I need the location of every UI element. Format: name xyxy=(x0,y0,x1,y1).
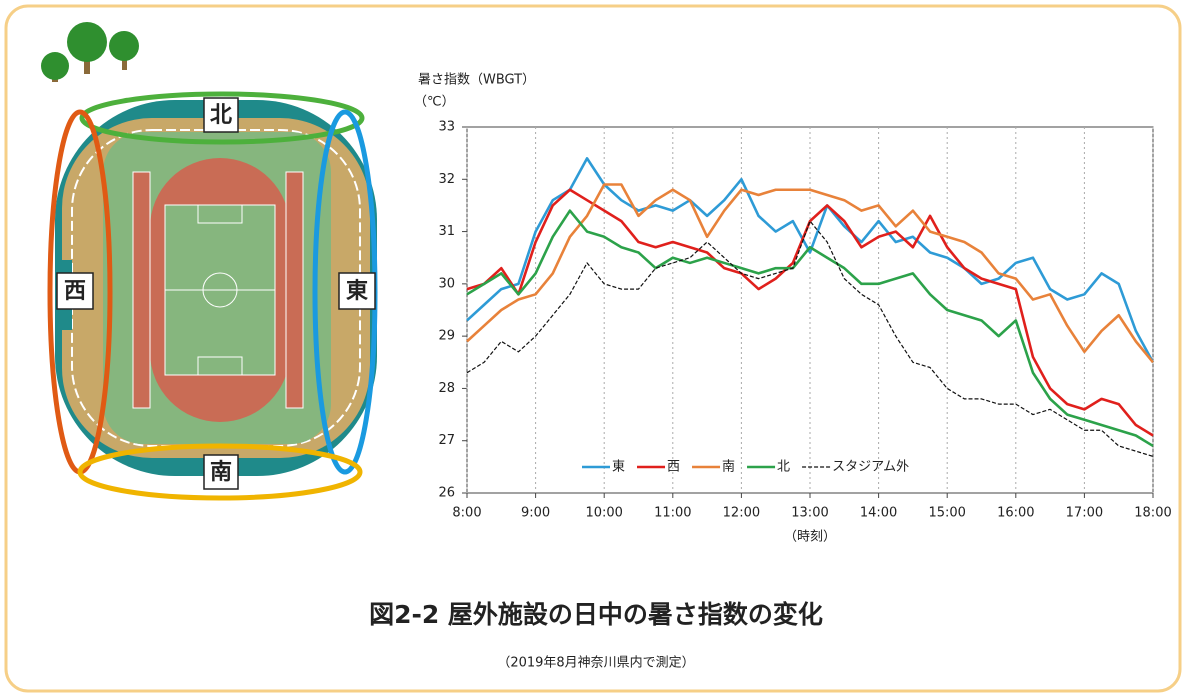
x-tick-label: 10:00 xyxy=(585,506,622,521)
x-tick-label: 14:00 xyxy=(860,506,897,521)
y-axis-unit: （℃） xyxy=(414,95,455,110)
x-tick-label: 13:00 xyxy=(791,506,828,521)
legend-label: スタジアム外 xyxy=(832,460,909,475)
series-line xyxy=(466,157,1155,363)
series-line xyxy=(466,220,1154,457)
north-label: 北 xyxy=(210,103,232,128)
legend-label: 南 xyxy=(722,459,735,475)
y-tick-label: 32 xyxy=(438,172,455,187)
y-tick-label: 27 xyxy=(438,433,455,448)
y-tick-label: 28 xyxy=(438,381,455,396)
x-tick-label: 16:00 xyxy=(997,506,1034,521)
x-tick-label: 11:00 xyxy=(654,506,691,521)
y-tick-label: 33 xyxy=(438,120,455,135)
west-label: 西 xyxy=(64,279,86,304)
series-line xyxy=(466,209,1154,448)
x-tick-label: 17:00 xyxy=(1066,506,1103,521)
y-axis-label: 暑さ指数（WBGT） xyxy=(418,73,535,88)
y-tick-label: 31 xyxy=(438,224,455,239)
legend-label: 西 xyxy=(667,460,680,475)
x-tick-label: 12:00 xyxy=(723,506,760,521)
y-tick-label: 26 xyxy=(438,486,455,501)
x-tick-label: 18:00 xyxy=(1134,506,1171,521)
direction-labels: 北 西 東 南 xyxy=(56,97,376,490)
chart-title: 図2-2 屋外施設の日中の暑さ指数の変化 xyxy=(369,600,823,629)
x-tick-label: 8:00 xyxy=(452,506,481,521)
legend-label: 北 xyxy=(777,460,790,475)
chart-subtitle: （2019年8月神奈川県内で測定） xyxy=(497,655,694,671)
trees xyxy=(41,22,139,82)
y-tick-label: 30 xyxy=(438,276,455,291)
x-tick-label: 9:00 xyxy=(521,506,550,521)
x-tick-label: 15:00 xyxy=(928,506,965,521)
series-line xyxy=(466,188,1154,437)
y-tick-label: 29 xyxy=(438,329,455,344)
east-label: 東 xyxy=(346,279,368,304)
x-axis-label: （時刻） xyxy=(784,530,836,545)
south-label: 南 xyxy=(210,460,232,485)
legend-label: 東 xyxy=(612,459,625,475)
